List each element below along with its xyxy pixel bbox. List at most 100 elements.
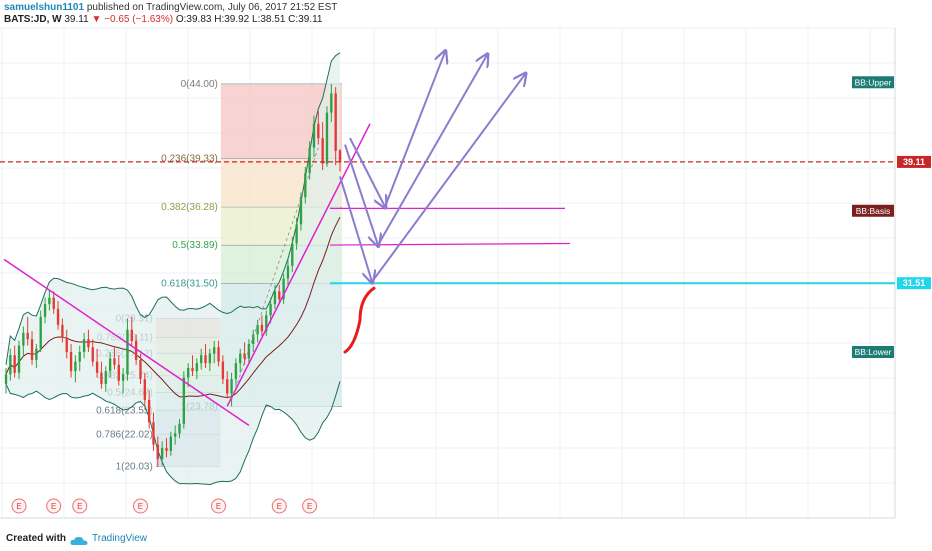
candle (286, 259, 290, 285)
earnings-marker-label: E (138, 502, 143, 511)
candle-body (117, 364, 120, 381)
scenario-arrow (344, 144, 378, 246)
candle (35, 344, 38, 368)
candle-body (134, 340, 138, 360)
candle (312, 115, 316, 158)
bb-label-box (852, 204, 894, 217)
candle (195, 358, 199, 380)
candle (187, 363, 190, 388)
candle-body (204, 355, 207, 364)
candle-body (95, 361, 99, 373)
symbol-label: BATS:JD, W (4, 14, 62, 25)
candle (4, 367, 8, 394)
candle (191, 355, 194, 376)
candle (217, 340, 220, 367)
candle (61, 318, 64, 343)
candle (204, 344, 207, 368)
earnings-marker (302, 498, 318, 514)
candle (334, 87, 337, 166)
author-name[interactable]: samuelshun1101 (4, 2, 85, 13)
candle (56, 300, 60, 330)
candle-body (139, 359, 142, 380)
candle-body (321, 138, 324, 164)
uptrend-line (226, 123, 371, 407)
candle-body (65, 337, 68, 353)
candle (160, 441, 164, 466)
candle-body (17, 345, 21, 373)
bb-label-box (852, 76, 894, 89)
candle-body (334, 93, 337, 151)
candle-body (91, 347, 94, 362)
candle (139, 353, 142, 384)
candle (295, 217, 298, 250)
candle (169, 431, 173, 456)
projection-stroke (343, 286, 376, 354)
candle (304, 166, 307, 204)
candle-body (247, 344, 251, 359)
candle (330, 83, 333, 123)
candle-body (269, 304, 272, 316)
scenario-arrow (371, 74, 525, 283)
candle-body (187, 367, 190, 378)
candle-body (22, 332, 25, 346)
candle (178, 419, 181, 439)
candle (152, 412, 155, 451)
candle-body (299, 197, 303, 225)
candle (226, 371, 229, 399)
down-triangle-icon: ▼ (91, 14, 102, 25)
candle (52, 291, 55, 314)
tradingview-brand[interactable]: TradingView (92, 533, 148, 544)
candle-body (317, 123, 320, 139)
candle (260, 315, 264, 337)
candle-body (230, 379, 233, 394)
candle-body (291, 243, 294, 266)
candle-body (330, 93, 333, 113)
fib-large-label: 0(44.00) (181, 79, 218, 90)
candle-body (208, 353, 212, 364)
earnings-marker (11, 498, 27, 514)
fib-large-label: 0.382(36.28) (161, 202, 218, 213)
price-chart[interactable]: 0(29.31)0.786(28.11)0.236(27.12)0.382(25… (0, 0, 932, 526)
candle-body (156, 444, 159, 459)
candle-body (273, 291, 277, 305)
earnings-marker (72, 498, 88, 514)
fib-large-label: 0.5(33.89) (172, 240, 218, 251)
candle-body (52, 297, 55, 309)
earnings-marker (46, 498, 62, 514)
candle-body (260, 324, 264, 332)
bb-label-text: BB:Upper (855, 77, 892, 87)
candle (9, 348, 12, 381)
candle-body (126, 329, 129, 375)
candle-body (61, 324, 64, 338)
candle-body (26, 332, 29, 340)
candle (22, 326, 25, 356)
candle (39, 310, 42, 353)
earnings-marker-label: E (277, 502, 282, 511)
publish-header: samuelshun1101 published on TradingView.… (4, 2, 337, 14)
fib-large-label: 0.618(31.50) (161, 278, 218, 289)
candle (291, 237, 294, 273)
candle (113, 347, 116, 370)
fib-diagonal (231, 147, 319, 401)
bollinger-lower-line (5, 381, 341, 486)
candle (104, 366, 107, 392)
ohlc-values: O:39.83 H:39.92 L:38.51 C:39.11 (175, 14, 323, 25)
candle-body (152, 422, 155, 445)
candle-body (169, 436, 173, 451)
candle-body (39, 316, 42, 349)
candle-body (4, 374, 8, 384)
candle (182, 371, 186, 429)
candle-body (295, 224, 298, 244)
candle-body (173, 433, 177, 437)
candle-body (195, 363, 199, 372)
candle (48, 289, 51, 311)
candle-body (56, 308, 60, 325)
earnings-marker (211, 498, 227, 514)
price-axis-tag-label: 31.51 (903, 278, 926, 288)
candle (82, 332, 86, 359)
candle-body (108, 358, 112, 372)
earnings-marker-label: E (51, 502, 56, 511)
candle-body (30, 339, 34, 360)
created-with-label: Created with (6, 533, 67, 544)
candle (147, 390, 151, 429)
